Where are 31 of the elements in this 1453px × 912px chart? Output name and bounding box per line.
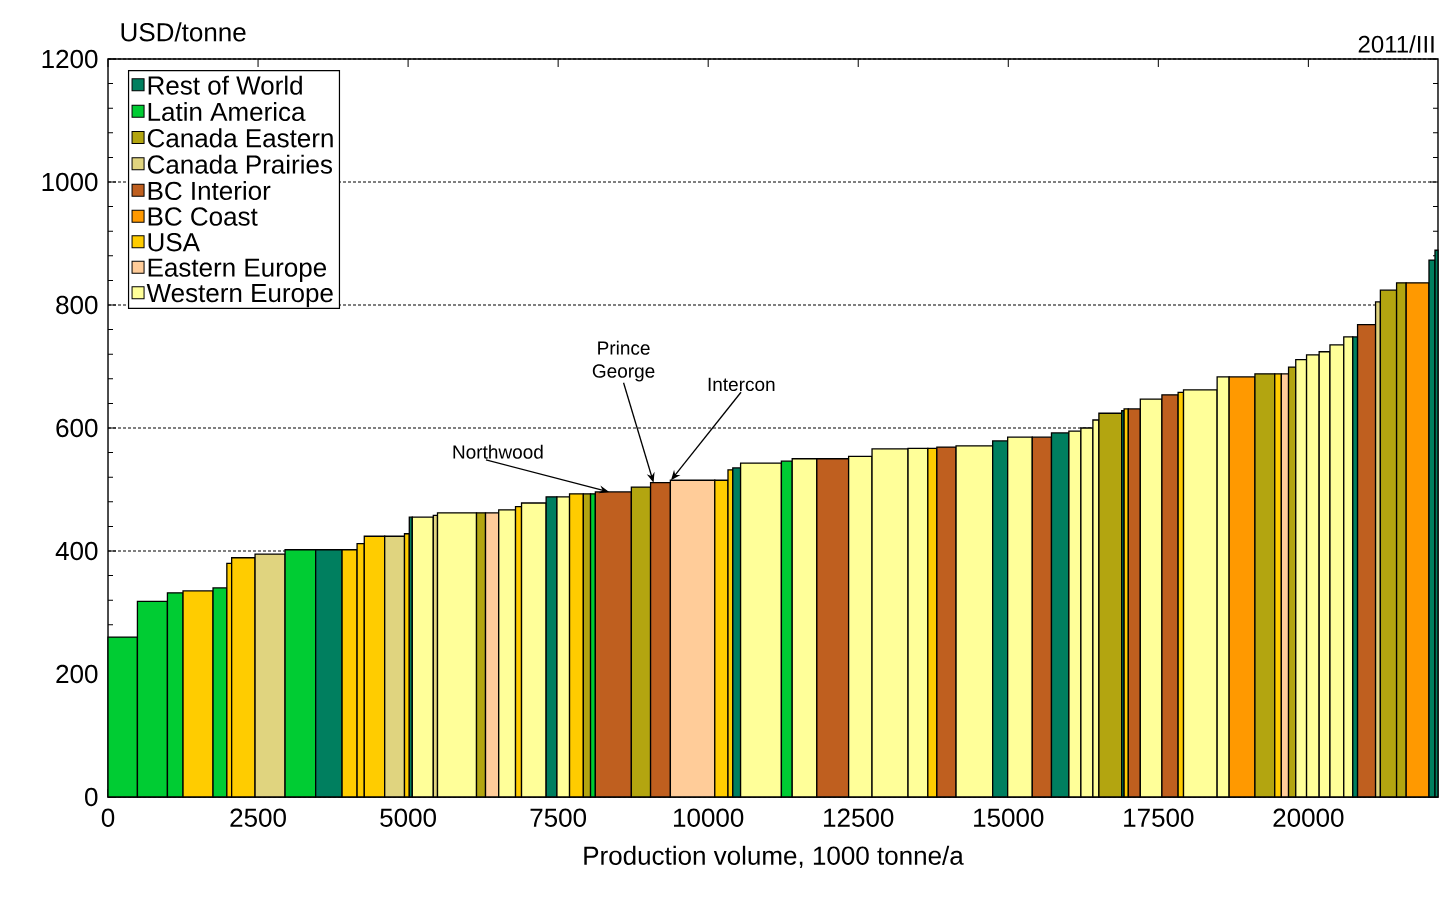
y-axis-title: USD/tonne	[121, 22, 246, 42]
x-tick-label: 5000	[380, 808, 436, 827]
y-tick-label: 400	[55, 541, 98, 561]
legend-label: Latin America	[148, 102, 306, 122]
text: 2011/III	[1358, 35, 1434, 53]
legend-label: Western Europe	[146, 284, 333, 308]
legend-label: Canada Prairies	[147, 154, 332, 174]
x-tick-label: 20000	[1273, 808, 1344, 827]
legend-label: BC Coast	[148, 207, 258, 226]
legend-label: Eastern Europe	[148, 258, 327, 282]
x-tick-label: 15000	[974, 808, 1044, 827]
y-tick-label: 0	[85, 787, 98, 807]
y-tick-label: 800	[56, 295, 98, 315]
annotation: Northwood	[453, 444, 543, 459]
x-axis-title: Production volume, 1000 tonne/a	[584, 845, 964, 868]
x-tick-label: 7500	[530, 808, 587, 827]
x-tick-label: 17500	[1124, 808, 1194, 827]
y-tick-label: 1200	[42, 49, 98, 69]
y-tick-label: 200	[56, 664, 98, 684]
annotation: Intercon	[708, 377, 775, 392]
y-tick-label: 600	[56, 418, 98, 438]
annotation: Prince George	[592, 340, 655, 382]
x-tick-label: 2500	[230, 808, 286, 827]
x-tick-label: 10000	[674, 808, 744, 827]
legend-label: Canada Eastern	[147, 128, 333, 148]
x-tick-label: 12500	[824, 808, 894, 827]
legend-label: USA	[148, 233, 200, 252]
y-tick-label: 1000	[42, 172, 98, 192]
legend-label: Rest of World	[148, 75, 302, 95]
legend-label: BC Interior	[148, 181, 271, 201]
x-tick-label: 0	[101, 808, 115, 827]
